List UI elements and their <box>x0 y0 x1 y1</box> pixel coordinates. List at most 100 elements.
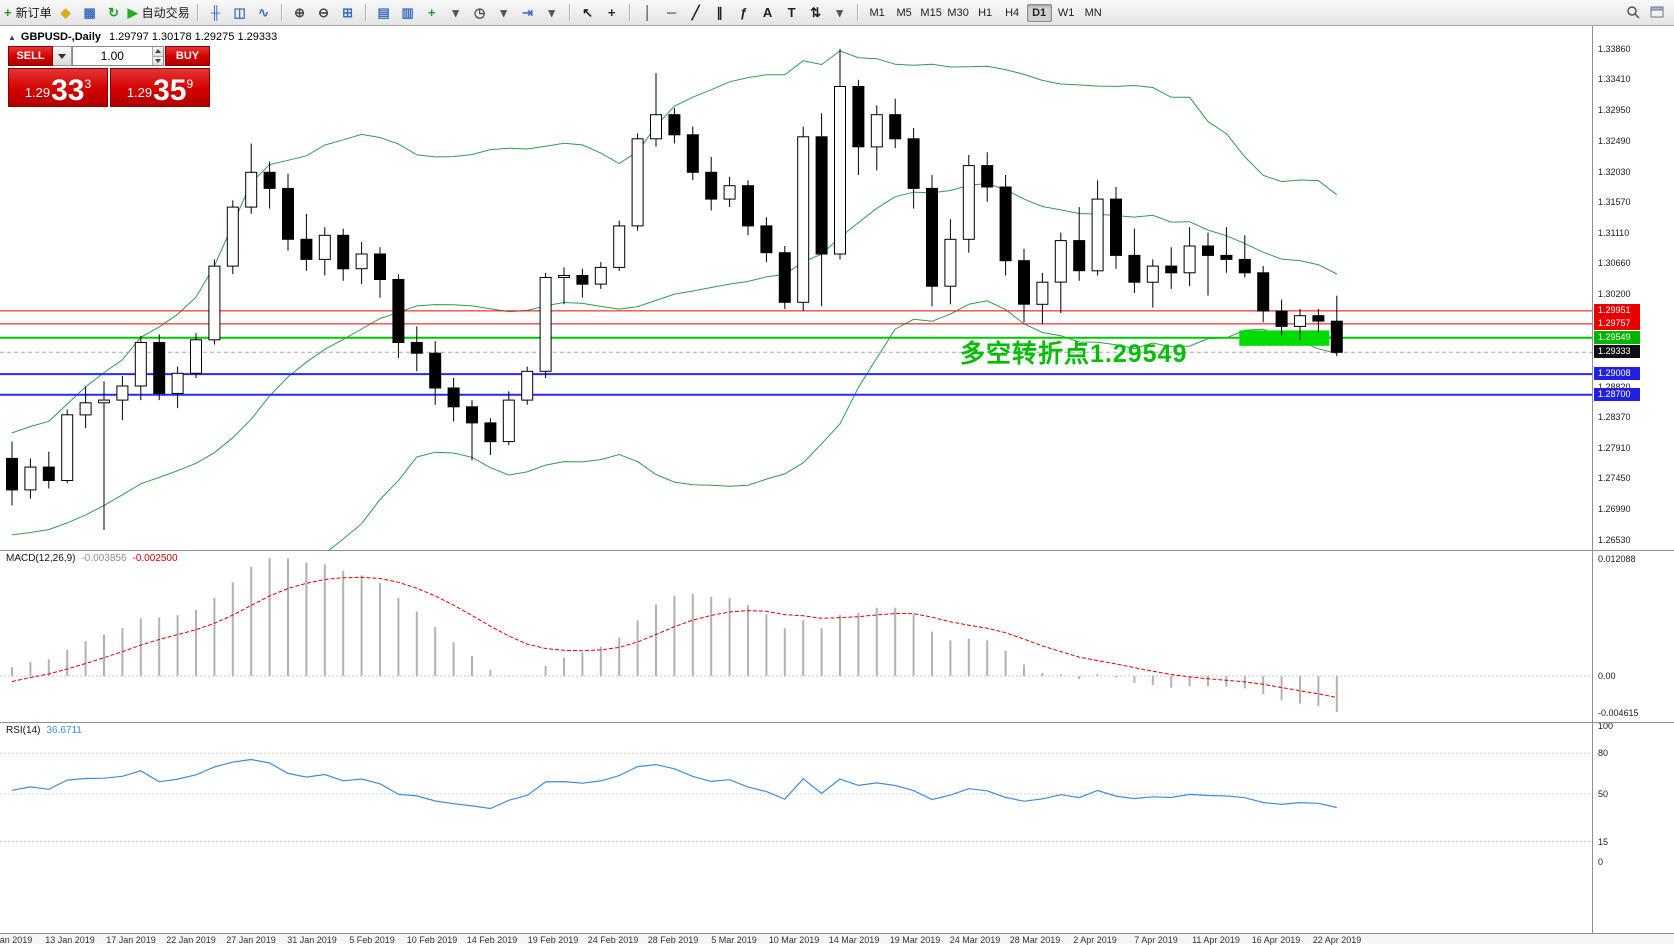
periods-button[interactable]: ◷ <box>469 3 491 23</box>
channel-button[interactable]: ∥ <box>709 3 731 23</box>
vertical-line-button[interactable]: │ <box>637 3 659 23</box>
volume-input[interactable] <box>73 47 152 65</box>
timeframe-m30[interactable]: M30 <box>947 6 969 19</box>
chart-title-row: ▲ GBPUSD-,Daily 1.29797 1.30178 1.29275 … <box>8 31 277 43</box>
indicators-button-icon: + <box>427 5 436 20</box>
macd-axis-label: 0.00 <box>1598 671 1616 681</box>
cascade-windows-button[interactable]: ▥ <box>397 3 419 23</box>
date-label: 11 Apr 2019 <box>1192 935 1240 945</box>
autotrading-button-icon: ▶ <box>127 5 138 20</box>
chevron-down-icon <box>58 53 66 59</box>
date-label: 2 Apr 2019 <box>1073 935 1117 945</box>
time-axis[interactable]: 8 Jan 2019 13 Jan 2019 17 Jan 2019 22 Jan 2… <box>0 933 1674 945</box>
candlestick-mode-button[interactable]: ◫ <box>229 3 251 23</box>
fibonacci-button[interactable]: ƒ <box>733 3 755 23</box>
timeframe-h1[interactable]: H1 <box>978 6 993 19</box>
horizontal-line-button[interactable]: ─ <box>661 3 683 23</box>
panel-divider[interactable] <box>0 722 1674 723</box>
macd-axis-label: 0.012088 <box>1598 554 1636 564</box>
cursor-button-icon: ↖ <box>582 5 594 20</box>
new-order-button[interactable]: + 新订单 <box>3 3 53 23</box>
price-axis-label: 1.28370 <box>1598 412 1631 422</box>
timeframe-mn[interactable]: MN <box>1084 6 1102 19</box>
date-label: 31 Jan 2019 <box>287 935 337 945</box>
refresh-button-icon: ↻ <box>108 5 120 20</box>
price-badge: 1.29951 <box>1594 304 1640 317</box>
price-axis[interactable]: 1.33860 1.33410 1.32950 1.32490 1.32030 1.315… <box>1592 26 1674 933</box>
toolbar-separator <box>568 4 571 21</box>
crosshair-button[interactable]: + <box>601 3 623 23</box>
price-chart-canvas[interactable] <box>0 26 1592 550</box>
timeframe-m5[interactable]: M5 <box>896 6 912 19</box>
search-icon <box>1627 6 1640 19</box>
sell-price-display[interactable]: 1.29 33 3 <box>8 68 108 107</box>
objects-dropdown-icon: ▾ <box>836 5 843 20</box>
profiles-button[interactable]: ▦ <box>79 3 101 23</box>
label-button-icon: T <box>787 5 796 20</box>
buy-price-display[interactable]: 1.29 35 9 <box>110 68 210 107</box>
tile-windows-button[interactable]: ⊞ <box>337 3 359 23</box>
indicators-dropdown[interactable]: ▾ <box>445 3 467 23</box>
arrows-button[interactable]: ⇅ <box>805 3 827 23</box>
line-chart-mode-button-icon: ∿ <box>258 5 270 20</box>
chart-window-button-icon: ◆ <box>60 5 71 20</box>
bar-chart-mode-button[interactable]: ╫ <box>205 3 227 23</box>
sell-price-pip: 3 <box>84 77 92 91</box>
buy-button[interactable]: BUY <box>165 46 210 66</box>
volume-increase-button[interactable] <box>152 47 163 56</box>
macd-axis-label: -0.004615 <box>1598 708 1639 718</box>
price-axis-label: 1.30660 <box>1598 258 1631 268</box>
date-label: 22 Apr 2019 <box>1312 935 1362 945</box>
zoom-in-button[interactable]: ⊕ <box>289 3 311 23</box>
volume-dropdown-button[interactable] <box>53 46 72 66</box>
price-axis-label: 1.31110 <box>1598 228 1630 238</box>
date-label: 13 Jan 2019 <box>45 935 95 945</box>
sell-button[interactable]: SELL <box>8 46 53 66</box>
buy-price-pip: 9 <box>186 77 194 91</box>
arrange-windows-button[interactable]: ▤ <box>373 3 395 23</box>
templates-dropdown[interactable]: ▾ <box>541 3 563 23</box>
zoom-out-button[interactable]: ⊖ <box>313 3 335 23</box>
autotrading-button[interactable]: ▶ 自动交易 <box>127 3 191 23</box>
date-label: 16 Apr 2019 <box>1251 935 1301 945</box>
panel-divider[interactable] <box>0 550 1674 551</box>
one-click-collapse-icon[interactable]: ▲ <box>8 32 16 42</box>
price-axis-label: 1.30200 <box>1598 289 1631 299</box>
volume-decrease-button[interactable] <box>152 55 163 65</box>
timeframe-d1[interactable]: D1 <box>1026 3 1052 22</box>
price-axis-label: 1.31570 <box>1598 197 1631 207</box>
trendline-button[interactable]: ╱ <box>685 3 707 23</box>
text-button[interactable]: A <box>757 3 779 23</box>
periods-button-icon: ◷ <box>473 5 486 20</box>
timeframe-w1[interactable]: W1 <box>1057 6 1075 19</box>
sell-button-label: SELL <box>16 50 45 62</box>
rsi-panel-canvas[interactable] <box>0 722 1592 933</box>
zoom-out-button-icon: ⊖ <box>318 5 330 20</box>
rsi-axis-label: 80 <box>1598 748 1609 758</box>
tile-windows-button-icon: ⊞ <box>342 5 354 20</box>
search-button[interactable] <box>1622 2 1644 22</box>
timeframe-h4[interactable]: H4 <box>1005 6 1020 19</box>
timeframe-m15[interactable]: M15 <box>920 6 942 19</box>
line-chart-mode-button[interactable]: ∿ <box>253 3 275 23</box>
refresh-button[interactable]: ↻ <box>103 3 125 23</box>
rsi-axis-label: 15 <box>1598 837 1609 847</box>
date-label: 5 Feb 2019 <box>349 935 395 945</box>
label-button[interactable]: T <box>781 3 803 23</box>
periods-dropdown[interactable]: ▾ <box>493 3 515 23</box>
data-window-button[interactable] <box>1646 2 1668 22</box>
date-label: 19 Feb 2019 <box>527 935 579 945</box>
macd-panel-canvas[interactable] <box>0 550 1592 722</box>
cursor-button[interactable]: ↖ <box>577 3 599 23</box>
chart-window-button[interactable]: ◆ <box>55 3 77 23</box>
objects-dropdown[interactable]: ▾ <box>829 3 851 23</box>
timeframe-m1[interactable]: M1 <box>869 6 885 19</box>
crosshair-button-icon: + <box>607 5 616 20</box>
date-label: 10 Mar 2019 <box>768 935 820 945</box>
date-label: 24 Feb 2019 <box>587 935 639 945</box>
fibonacci-button-icon: ƒ <box>740 5 748 20</box>
templates-button[interactable]: ⇥ <box>517 3 539 23</box>
indicators-button[interactable]: + <box>421 3 443 23</box>
date-label: 14 Mar 2019 <box>828 935 880 945</box>
